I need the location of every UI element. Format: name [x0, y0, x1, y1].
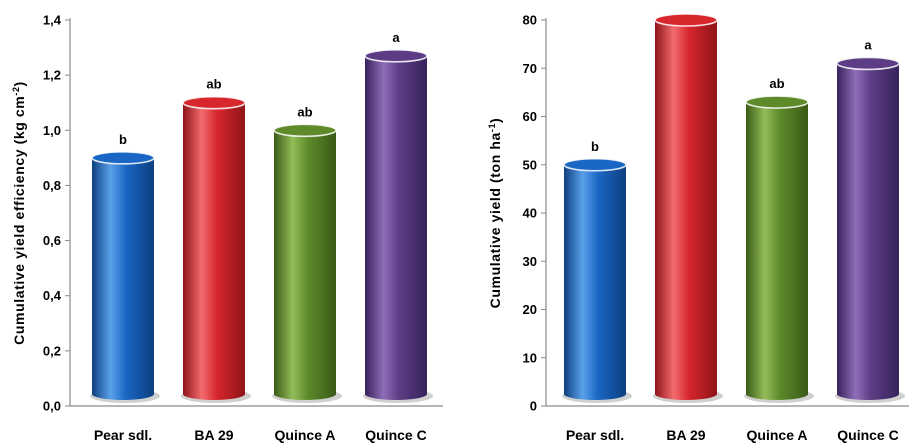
bar-body: [365, 55, 427, 400]
bar-top: [836, 56, 900, 71]
significance-label: b: [119, 132, 127, 147]
bar-top: [91, 151, 155, 165]
bar-body: [837, 63, 899, 401]
y-tick-label: 40: [523, 206, 537, 221]
bar-quince-a: [272, 123, 342, 403]
x-category-label: Pear sdl.: [94, 427, 152, 443]
x-category-label: Quince C: [837, 427, 898, 443]
x-category-label: Pear sdl.: [566, 427, 624, 443]
bar-pear-sdl: [90, 151, 160, 403]
y-tick-label: 70: [523, 61, 537, 76]
y-tick-label: 0,6: [43, 233, 61, 248]
y-tick-label: 30: [523, 254, 537, 269]
x-category-label: Quince C: [365, 427, 426, 443]
y-tick-label: 60: [523, 109, 537, 124]
bar-quince-a: [744, 95, 814, 403]
y-tick-label: 0,2: [43, 343, 61, 358]
y-tick-label: 80: [523, 13, 537, 28]
bar-body: [746, 102, 808, 401]
bar-body: [655, 20, 717, 400]
y-axis-label: Cumulative yield (ton ha-1): [487, 118, 503, 309]
y-axis-label: Cumulative yield efficiency (kg cm-2): [11, 81, 27, 345]
significance-label: ab: [297, 104, 312, 119]
x-category-label: Quince A: [275, 427, 336, 443]
y-tick-label: 1,0: [43, 123, 61, 138]
chart-panel-yield: 0 10 20 30 40 50 60 70 80 Cumulative yield (ton h…: [487, 13, 909, 443]
bar-ba-29: [653, 13, 723, 403]
significance-label: b: [591, 139, 599, 154]
bar-top: [364, 49, 428, 63]
x-category-label: Quince A: [747, 427, 808, 443]
bar-top: [563, 157, 627, 172]
bar-body: [564, 164, 626, 400]
y-tick-label: 1,2: [43, 68, 61, 83]
bar-pear-sdl: [562, 157, 632, 403]
significance-label: a: [392, 30, 400, 45]
chart-panel-efficiency: 0,0 0,2 0,4 0,6 0,8 1,0 1,2 1,4 Cumulative yield…: [11, 13, 443, 443]
bar-top: [745, 95, 809, 109]
bar-quince-c: [363, 49, 433, 403]
bar-body: [274, 130, 336, 400]
bar-top: [182, 95, 246, 110]
bar-body: [92, 157, 154, 400]
x-category-label: BA 29: [194, 427, 233, 443]
y-tick-label: 0,0: [43, 399, 61, 414]
bar-top: [273, 123, 337, 138]
y-tick-label: 0: [530, 399, 537, 414]
y-tick-label: 20: [523, 302, 537, 317]
significance-label: ab: [769, 76, 784, 91]
x-category-label: BA 29: [666, 427, 705, 443]
y-tick-label: 0,8: [43, 178, 61, 193]
bar-top: [654, 13, 718, 27]
significance-label: ab: [206, 77, 221, 92]
significance-label: a: [864, 37, 872, 52]
y-tick-label: 0,4: [43, 288, 62, 303]
y-tick-label: 50: [523, 157, 537, 172]
y-tick-label: 10: [523, 350, 537, 365]
y-tick-label: 1,4: [43, 13, 62, 28]
bar-quince-c: [835, 56, 905, 403]
bar-body: [183, 102, 245, 400]
bar-ba-29: [181, 95, 251, 403]
